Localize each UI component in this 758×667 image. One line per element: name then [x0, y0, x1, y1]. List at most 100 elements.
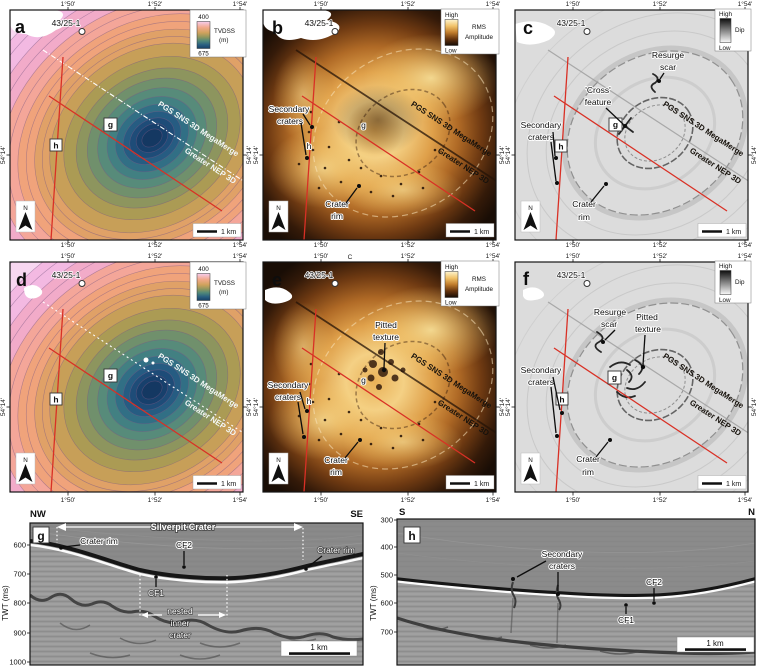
annotation-cross-feature: 'Cross' feature [584, 84, 627, 128]
colorbar-title: Dip [735, 279, 745, 286]
transect-label-box-h [49, 392, 63, 406]
transect-line-g [301, 347, 476, 464]
annotation-crater-rim: Crater rim [324, 184, 361, 222]
transect-label-g: g [108, 120, 113, 130]
tick-label: 1°54' [233, 252, 248, 260]
colorbar-title: RMS [472, 276, 486, 283]
svg-text:CF1: CF1 [148, 588, 164, 598]
svg-text:craters: craters [528, 132, 554, 142]
svg-text:Crater: Crater [576, 454, 600, 464]
well-marker [78, 28, 86, 35]
annotation-pitted-texture: Pitted texture [634, 311, 662, 370]
north-label: N [528, 457, 533, 464]
map-frame [514, 9, 749, 241]
tick-label: 1°50' [566, 252, 581, 260]
tick-label: 1°50' [61, 0, 76, 8]
survey-boundary-line [547, 49, 748, 182]
panel-b: 1°50' 1°52' 1°54' 1°50' 1°52' 1°54' 54°1… [253, 0, 506, 248]
transect-label-h: h [558, 142, 563, 152]
transect-line-g [301, 95, 476, 212]
svg-text:feature: feature [585, 97, 612, 107]
panel-letter: c [523, 18, 533, 38]
transect-label-g: g [108, 371, 113, 381]
axis-ticks: 1°50' C 1°52' 1°54' 1°50' 1°52' 1°54' 54… [253, 252, 506, 504]
colorbar-min: Low [445, 48, 457, 55]
section-letter-box-h [403, 526, 421, 544]
transect-label-box-h [554, 139, 568, 153]
transect-label-g: g [612, 373, 617, 383]
seismic-sections: NW SE TWT (ms) 600 700 800 900 1000 g Si… [0, 503, 758, 667]
tick-label: 1°54' [486, 252, 501, 260]
well-label: 43/25-1 [52, 18, 81, 28]
section-g-axis: NW SE TWT (ms) 600 700 800 900 1000 [1, 509, 363, 667]
transect-label-h: h [53, 141, 58, 151]
panel-d: 1°50' 1°52' 1°54' 1°50' 1°52' 1°54' 54°1… [0, 252, 253, 506]
tick-label-lat: 54°14' [498, 398, 506, 416]
direction-label-s: S [399, 507, 405, 518]
annotation-cf2-g: CF2 [175, 539, 193, 569]
axis-ticks: 1°50' 1°52' 1°54' 1°50' 1°52' 1°54' 54°1… [0, 252, 253, 504]
section-letter-h: h [408, 529, 415, 543]
section-h-axis: S N TWT (ms) 300 400 500 600 700 [369, 507, 755, 637]
annotation-secondary-craters: Secondary craters [520, 119, 563, 185]
well-label: 43/25-1 [305, 18, 334, 28]
svg-text:rim: rim [582, 467, 594, 477]
resurge-scar-feature [650, 73, 659, 93]
annotation-resurge-scar: Resurge scar [593, 306, 627, 344]
tick-label-lat: 54°14' [0, 146, 7, 164]
tick-label: 1°50' [314, 0, 329, 8]
well-marker [583, 280, 591, 287]
tick-label: 1°52' [401, 0, 416, 8]
scale-bar-h: 1 km [676, 636, 755, 653]
tick-label: 1°52' [148, 252, 163, 260]
tick-label-lat: 54°14' [245, 146, 253, 164]
stray-mark: C [348, 254, 353, 261]
svg-text:Secondary: Secondary [269, 104, 310, 114]
annotation-resurge-scar: Resurge scar [651, 49, 685, 83]
scale-label: 1 km [310, 643, 328, 652]
tick-label: 1°52' [653, 252, 668, 260]
scale-label: 1 km [221, 229, 236, 236]
annotation-crater-rim: Crater rim [575, 438, 612, 478]
tick-label: 1°52' [401, 496, 416, 504]
svg-text:craters: craters [549, 561, 575, 571]
tick-label-lat: 54°14' [0, 398, 7, 416]
twt-tick: 800 [13, 599, 26, 608]
svg-text:Pitted: Pitted [636, 312, 658, 322]
transect-label-box-g [607, 370, 622, 385]
tick-label: 1°52' [148, 496, 163, 504]
svg-text:nested: nested [167, 606, 193, 616]
tick-label: 1°50' [61, 252, 76, 260]
transect-label-box-g [103, 368, 118, 383]
crater-title: Silverpit Crater [151, 522, 216, 532]
transect-label-h: h [307, 396, 312, 406]
section-frame-h [396, 518, 756, 666]
well-label: 43/25-1 [557, 18, 586, 28]
survey-boundary-line [42, 49, 243, 182]
well-marker [78, 280, 86, 287]
silverpit-crater-extent-arrow [56, 523, 304, 560]
map-frame [262, 261, 497, 493]
axis-ticks: 1°50' 1°52' 1°54' 1°50' 1°52' 1°54' 54°1… [505, 0, 758, 248]
annotation-secondary-craters: Secondary craters [268, 103, 314, 160]
twt-axis-label: TWT (ms) [1, 585, 10, 621]
colorbar-title: RMS [472, 24, 486, 31]
map-frame [262, 9, 497, 241]
svg-text:texture: texture [373, 332, 399, 342]
tick-label: 1°50' [566, 241, 581, 248]
svg-text:inner: inner [171, 618, 190, 628]
axis-ticks: 1°50' 1°52' 1°54' 1°50' 1°52' 1°54' 54°1… [0, 0, 253, 248]
axis-ticks: 1°50' 1°52' 1°54' 1°50' 1°52' 1°54' 54°1… [253, 0, 506, 248]
colorbar-title: Dip [735, 27, 745, 34]
svg-text:rim: rim [578, 212, 590, 222]
colorbar-max: 400 [198, 266, 209, 273]
tick-label: 1°50' [61, 241, 76, 248]
tick-label: 1°54' [233, 496, 248, 504]
twt-axis-label: TWT (ms) [369, 585, 378, 621]
section-letter-box-g [32, 526, 50, 544]
tick-label: 1°52' [653, 496, 668, 504]
annotation-crater-rim: Crater rim [323, 438, 362, 478]
tick-label-lat: 54°14' [750, 398, 758, 416]
annotation-cf1-g: CF1 [147, 575, 165, 599]
